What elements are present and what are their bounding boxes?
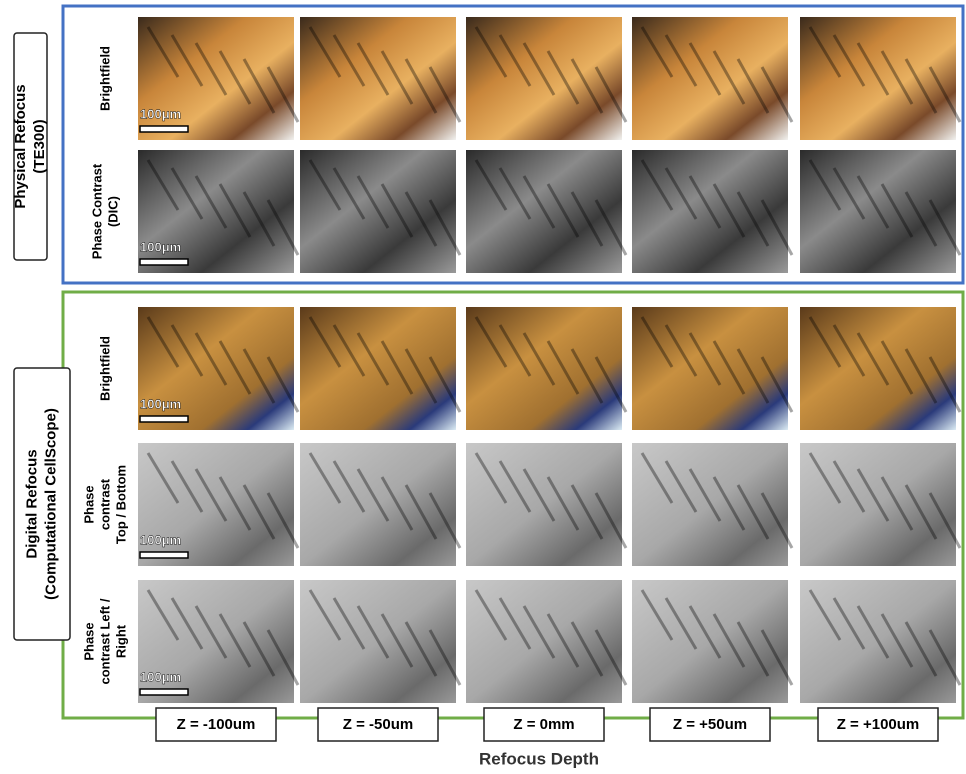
row-label: Brightfield — [97, 336, 112, 401]
column-label: Z = 0mm — [513, 716, 574, 733]
axis-label: Refocus Depth — [479, 749, 599, 768]
row-label: (DIC) — [105, 196, 120, 227]
row-label: Right — [113, 624, 128, 658]
row-label: Phase — [81, 622, 96, 660]
scale-bar — [140, 689, 188, 695]
scale-bar — [140, 259, 188, 265]
panel-label: Physical Refocus — [12, 84, 29, 208]
scale-bar — [140, 416, 188, 422]
panel-label: Digital Refocus — [23, 449, 40, 558]
row-label: Brightfield — [97, 46, 112, 111]
scale-bar-label: 100μm — [140, 532, 181, 547]
scale-bar — [140, 126, 188, 132]
column-label: Z = -50um — [343, 716, 413, 733]
row-label: contrast — [97, 478, 112, 530]
panel-label: (Computational CellScope) — [42, 408, 59, 600]
row-label: contrast Left / — [97, 598, 112, 684]
row-label: Phase Contrast — [89, 163, 104, 259]
scale-bar — [140, 552, 188, 558]
row-label: Phase — [81, 485, 96, 523]
row-label: Top / Bottom — [113, 465, 128, 544]
column-label: Z = -100um — [177, 716, 256, 733]
column-label: Z = +100um — [837, 716, 920, 733]
column-label: Z = +50um — [673, 716, 747, 733]
scale-bar-label: 100μm — [140, 239, 181, 254]
panel-label: (TE300) — [31, 119, 48, 173]
figure: Physical Refocus(TE300) Brightfield 100μm P… — [0, 0, 966, 774]
scale-bar-label: 100μm — [140, 396, 181, 411]
scale-bar-label: 100μm — [140, 669, 181, 684]
scale-bar-label: 100μm — [140, 106, 181, 121]
